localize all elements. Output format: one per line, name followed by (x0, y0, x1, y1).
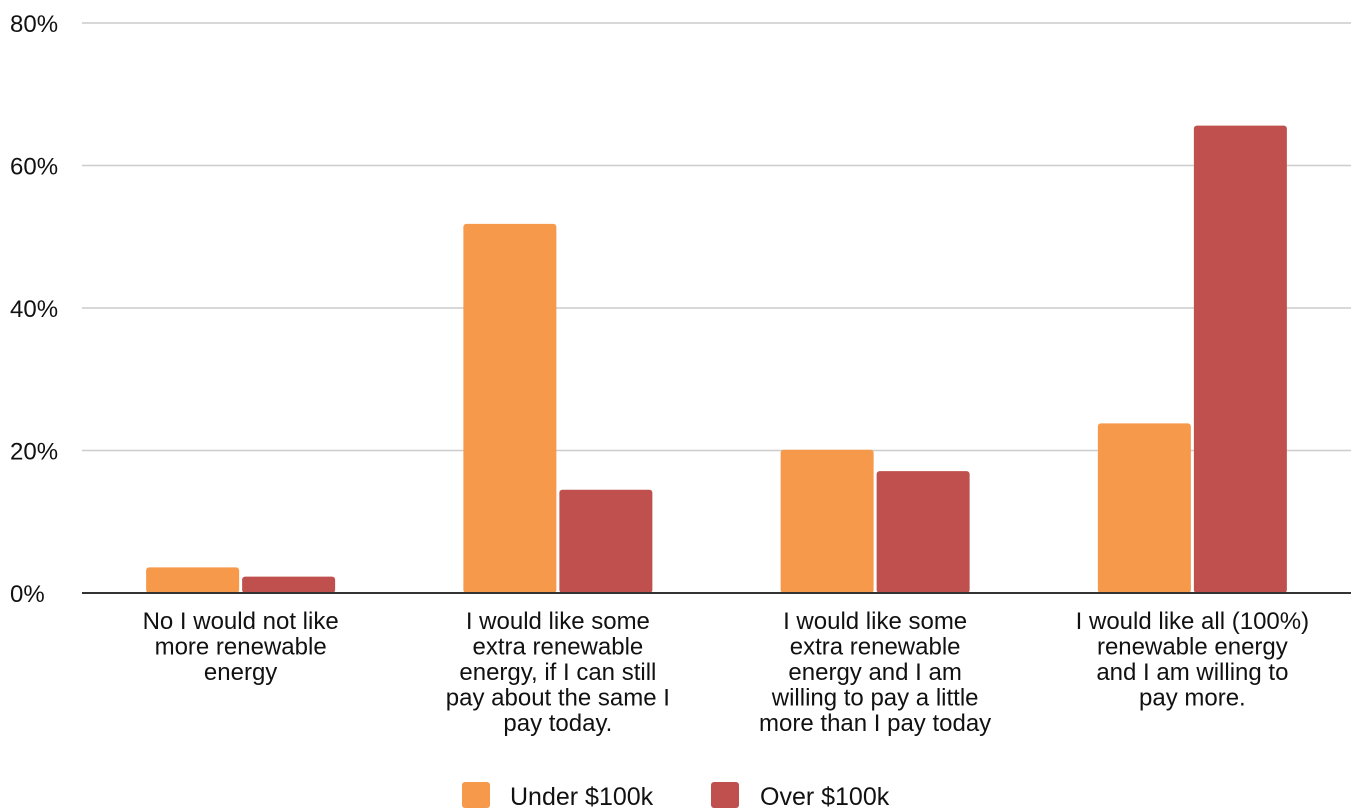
y-tick-label: 80% (10, 11, 58, 38)
bar-under-100k (463, 223, 557, 594)
y-axis: 0% 20% 40% 60% 80% (10, 11, 58, 608)
x-category-label-line: extra renewable (472, 634, 643, 661)
x-category-label-line: No I would not like (143, 608, 339, 635)
y-tick-label: 0% (10, 581, 45, 608)
x-category-label-line: energy (204, 659, 277, 686)
x-category-label-line: pay about the same I (446, 685, 670, 712)
x-category-label: I would like some extra renewable energy, … (446, 608, 670, 737)
bar-under-100k (780, 449, 874, 593)
x-category-label-line: more than I pay today (759, 710, 991, 737)
x-category-label-line: pay more. (1139, 685, 1246, 712)
bar-over-100k (242, 576, 336, 593)
y-tick-label: 40% (10, 296, 58, 323)
bars (146, 125, 1287, 594)
legend-label: Over $100k (760, 783, 890, 808)
x-category-label-line: I would like some (783, 608, 967, 635)
legend-swatch (462, 782, 490, 808)
x-category-label-line: extra renewable (790, 634, 961, 661)
bar-over-100k (1193, 125, 1287, 593)
x-category-label-line: pay today. (503, 710, 612, 737)
x-category-label-line: energy and I am (788, 659, 961, 686)
x-category-label-line: more renewable (155, 634, 327, 661)
x-category-label-line: willing to pay a little (771, 685, 979, 712)
gridlines (82, 22, 1351, 452)
bar-under-100k (1097, 423, 1191, 593)
bar-over-100k (876, 471, 970, 593)
x-category-label: I would like some extra renewable energy a… (759, 608, 991, 737)
x-category-label-line: and I am willing to (1096, 659, 1288, 686)
x-category-label-line: energy, if I can still (459, 659, 656, 686)
x-category-label-line: renewable energy (1097, 634, 1288, 661)
y-tick-label: 60% (10, 154, 58, 181)
legend: Under $100k Over $100k (462, 782, 890, 808)
legend-swatch (711, 782, 739, 808)
x-category-label: I would like all (100%) renewable energy a… (1076, 608, 1309, 712)
legend-label: Under $100k (510, 783, 654, 808)
x-category-label: No I would not like more renewable energy (143, 608, 339, 686)
y-tick-label: 20% (10, 439, 58, 466)
bar-under-100k (146, 567, 240, 593)
x-category-label-line: I would like some (466, 608, 650, 635)
x-category-label-line: I would like all (100%) (1076, 608, 1309, 635)
bar-over-100k (559, 489, 653, 593)
x-axis-labels: No I would not like more renewable energy I… (143, 608, 1310, 737)
